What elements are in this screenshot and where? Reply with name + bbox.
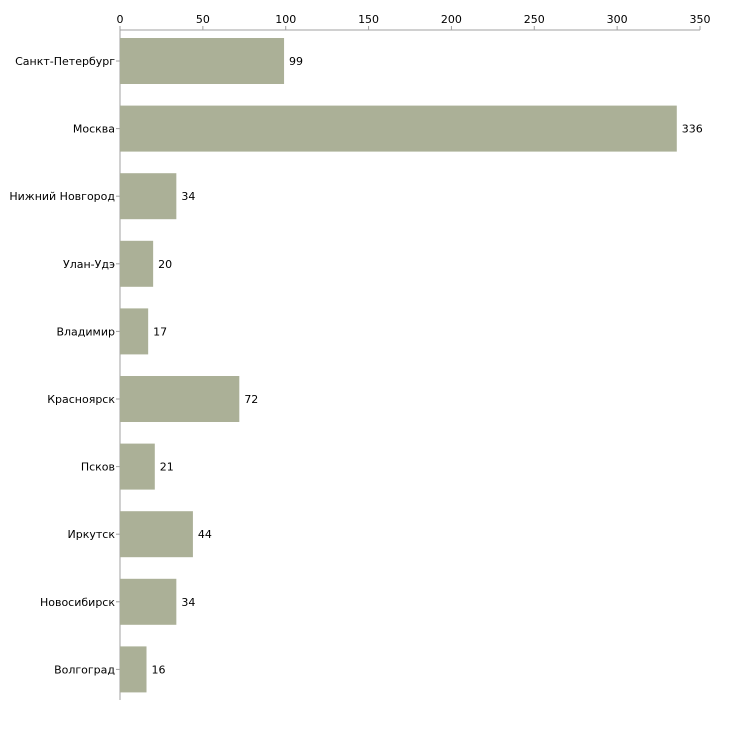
- category-label: Красноярск: [47, 393, 115, 406]
- x-tick-label: 250: [524, 13, 545, 26]
- data-label: 34: [181, 190, 195, 203]
- bars: [120, 38, 677, 693]
- x-tick-label: 50: [196, 13, 210, 26]
- category-label: Нижний Новгород: [9, 190, 115, 203]
- bar: [120, 308, 149, 355]
- data-label: 99: [289, 55, 303, 68]
- bar: [120, 240, 154, 287]
- bar: [120, 578, 177, 625]
- data-label: 44: [198, 528, 212, 541]
- bar: [120, 173, 177, 220]
- data-label: 34: [181, 596, 195, 609]
- data-label: 20: [158, 258, 172, 271]
- category-label: Владимир: [56, 325, 115, 338]
- bar: [120, 38, 285, 84]
- bar: [120, 646, 147, 693]
- x-tick-label: 0: [117, 13, 124, 26]
- x-tick-label: 350: [690, 13, 711, 26]
- bar: [120, 511, 193, 558]
- category-label: Псков: [81, 461, 115, 474]
- data-label: 72: [244, 393, 258, 406]
- x-tick-label: 150: [358, 13, 379, 26]
- data-label: 21: [160, 461, 174, 474]
- data-label: 16: [152, 663, 166, 676]
- x-tick-label: 100: [275, 13, 296, 26]
- x-tick-label: 300: [607, 13, 628, 26]
- bar: [120, 105, 677, 152]
- category-label: Москва: [73, 123, 115, 136]
- category-label: Санкт-Петербург: [15, 55, 115, 68]
- category-label: Иркутск: [68, 528, 116, 541]
- data-label: 336: [682, 123, 703, 136]
- x-tick-label: 200: [441, 13, 462, 26]
- category-label: Улан-Удэ: [63, 258, 115, 271]
- bar: [120, 376, 240, 422]
- category-label: Волгоград: [54, 663, 115, 676]
- category-label: Новосибирск: [40, 596, 115, 609]
- labels: Санкт-Петербург 99 Москва 336 Нижний Новгоро…: [9, 55, 702, 676]
- bar: [120, 443, 155, 490]
- data-label: 17: [153, 325, 167, 338]
